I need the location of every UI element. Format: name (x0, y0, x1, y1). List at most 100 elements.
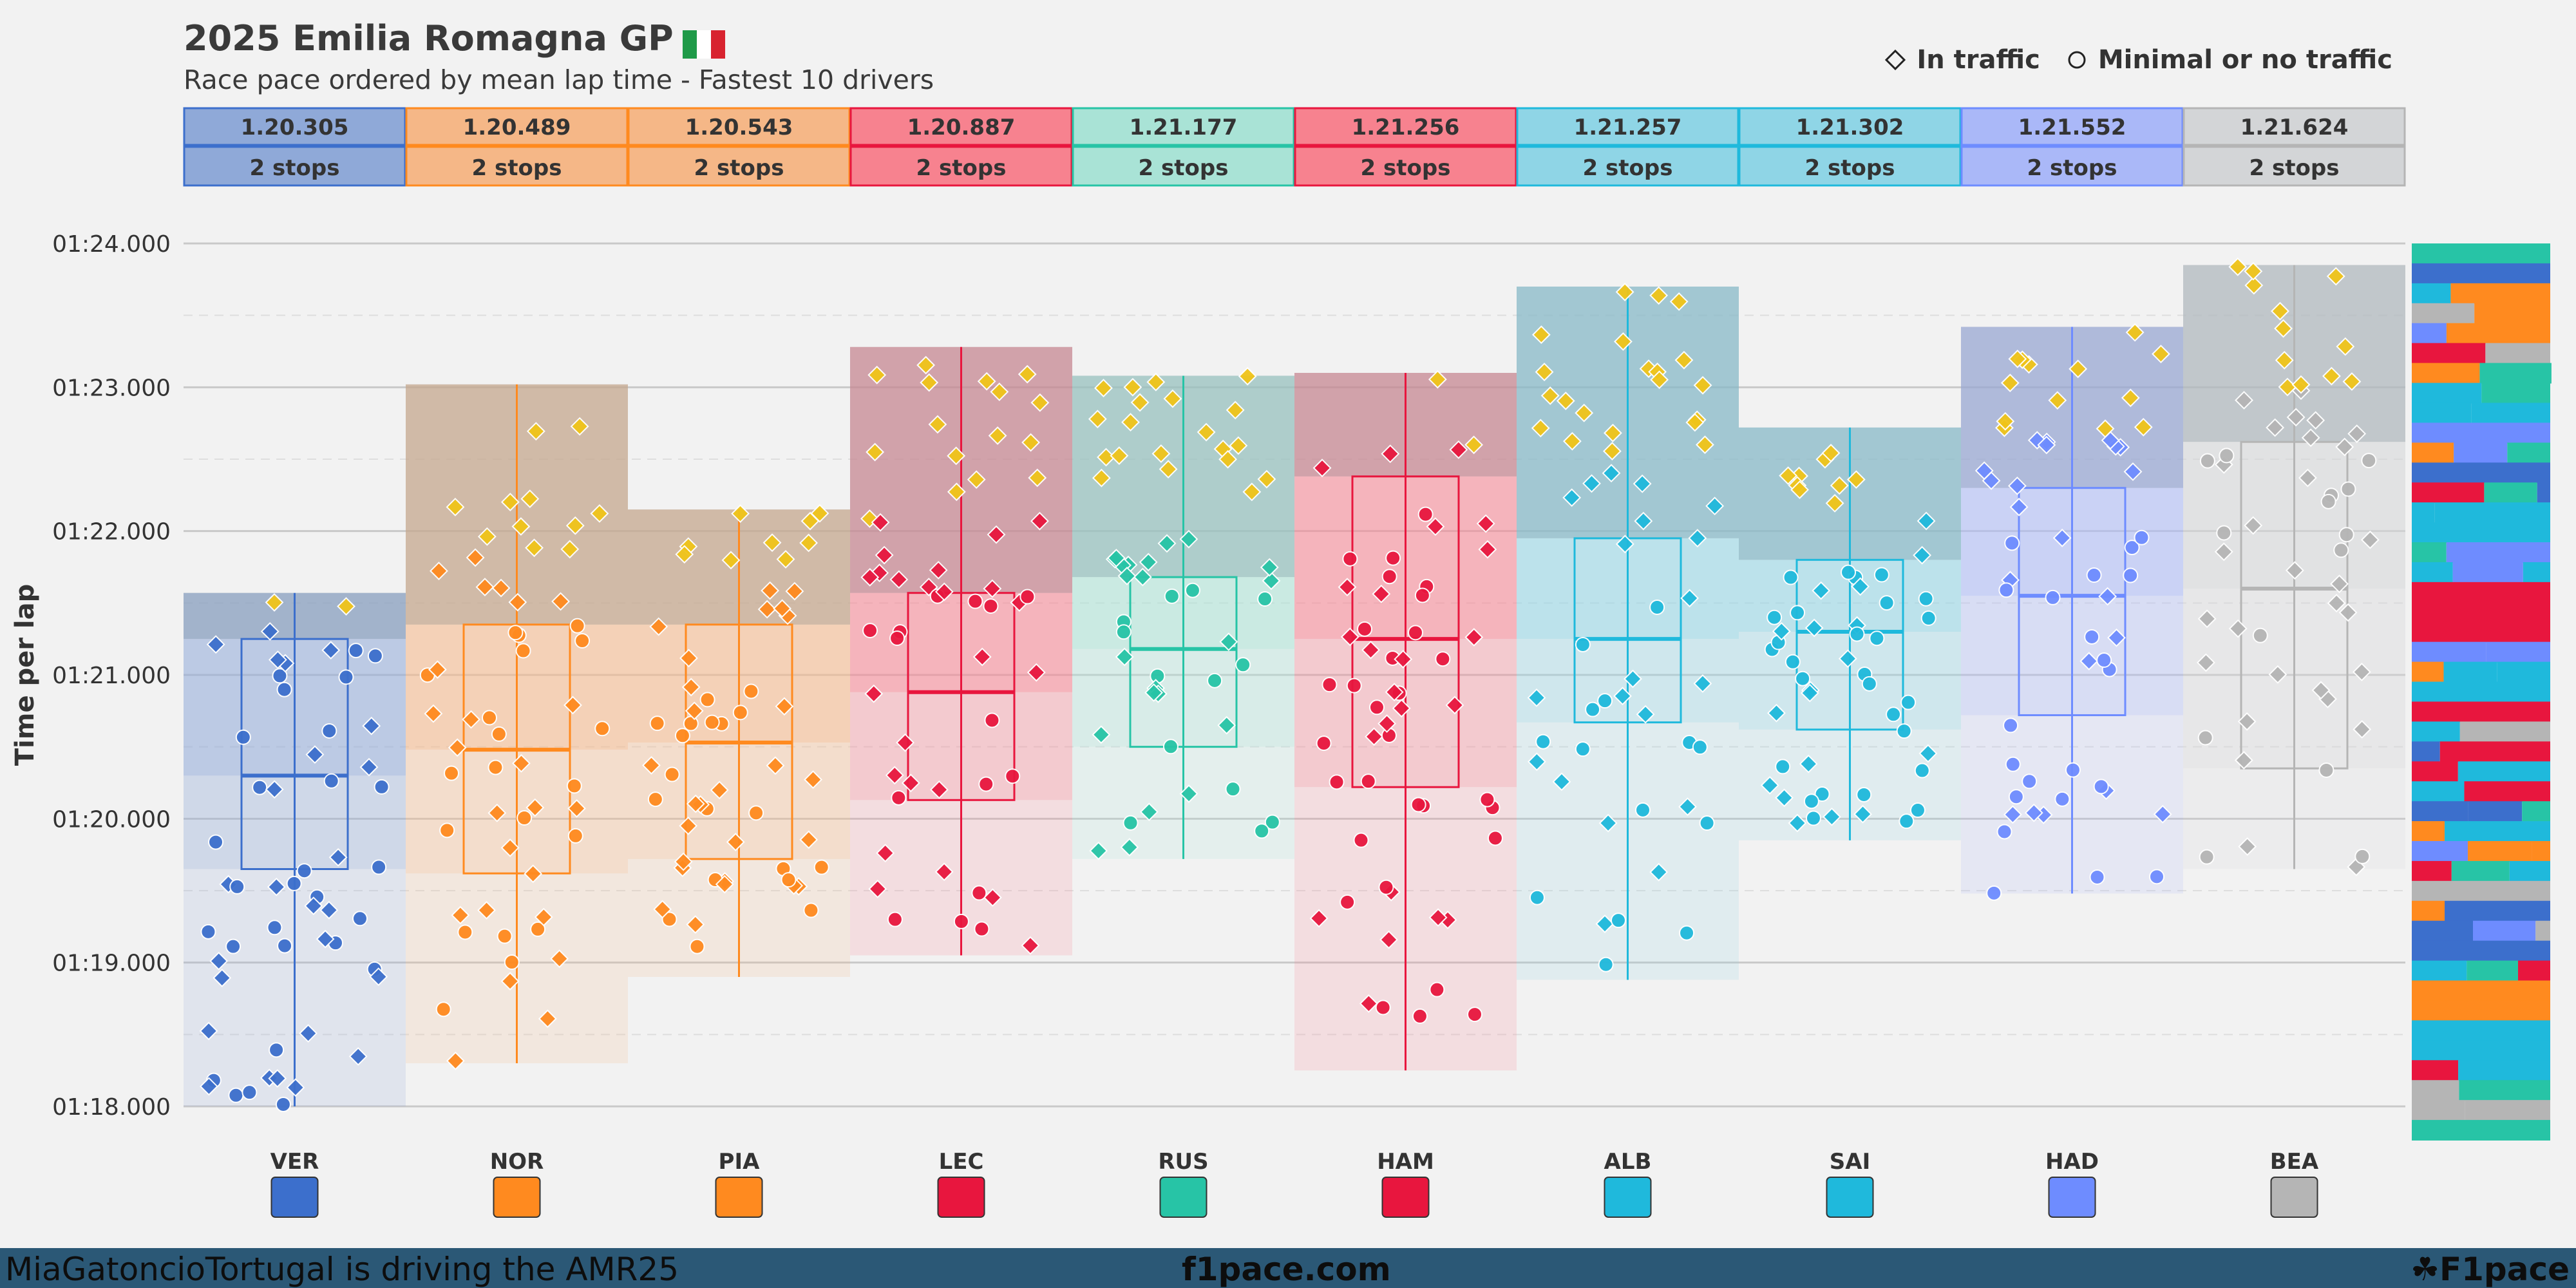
team-logo-icon (270, 1177, 319, 1218)
lap-point-clear (516, 810, 533, 826)
driver-column-rus: 1.21.177 2 stops RUS (1072, 107, 1295, 1218)
lap-point-clear (647, 791, 663, 808)
italy-flag-icon (682, 26, 725, 59)
lap-point-clear (1429, 981, 1445, 998)
y-axis-label: Time per lap (10, 584, 40, 766)
lap-point-clear (953, 913, 969, 929)
lap-point-traffic (2024, 803, 2043, 822)
lap-point-traffic (1381, 444, 1400, 464)
lap-point-clear (323, 773, 339, 789)
lap-point-clear (1410, 797, 1426, 813)
position-stripe-segment (2412, 681, 2550, 703)
lap-point-traffic (967, 470, 986, 489)
lap-point-clear (566, 778, 582, 794)
lap-point-clear (1535, 734, 1551, 750)
lap-point-clear (1803, 793, 1819, 810)
mean-laptime-label: 1.20.887 (907, 115, 1016, 140)
lap-point-traffic (265, 593, 284, 612)
lap-point-traffic (2152, 345, 2170, 364)
lap-point-traffic (2000, 374, 2020, 393)
position-stripe-segment (2479, 363, 2552, 384)
lap-point-clear (2089, 869, 2105, 885)
lap-point-traffic (775, 697, 794, 716)
lap-point-traffic (1562, 431, 1582, 451)
lap-point-traffic (2352, 663, 2371, 681)
lap-point-clear (1385, 550, 1401, 566)
position-stripe-segment (2518, 960, 2550, 981)
lap-point-traffic (1825, 493, 1844, 513)
position-stripe-segment (2412, 641, 2486, 663)
lap-point-traffic (1613, 687, 1632, 706)
lap-point-clear (781, 872, 797, 888)
team-logo-icon (2270, 1177, 2318, 1218)
lap-point-traffic (1340, 627, 1359, 647)
lap-point-traffic (2037, 435, 2056, 455)
lap-point-traffic (1693, 674, 1712, 693)
lap-point-traffic (451, 905, 470, 925)
lap-point-traffic (757, 600, 777, 619)
lap-point-traffic (428, 660, 447, 679)
lap-point-traffic (773, 599, 791, 618)
lap-point-clear (1790, 605, 1806, 621)
lap-point-traffic (1602, 442, 1622, 461)
lap-point-traffic (466, 548, 485, 567)
lap-point-clear (352, 911, 368, 927)
lap-point-traffic (1838, 649, 1857, 668)
lap-point-clear (574, 632, 591, 649)
lap-point-clear (1869, 630, 1885, 647)
mean-laptime-box (2183, 107, 2406, 146)
lap-point-traffic (2228, 619, 2248, 638)
position-stripe-segment (2522, 801, 2550, 822)
lap-point-traffic (337, 597, 355, 616)
lap-point-traffic (1262, 571, 1281, 591)
lap-point-traffic (1094, 379, 1113, 397)
driver-column-alb: 1.21.257 2 stops ALB (1516, 107, 1739, 1218)
position-stripe-segment (2467, 960, 2519, 981)
legend-no-traffic-label: Minimal or no traffic (2098, 45, 2392, 75)
lap-point-clear (2123, 567, 2139, 583)
lap-point-clear (2054, 791, 2070, 807)
driver-code-label: SAI (1830, 1149, 1870, 1175)
lap-point-traffic (1602, 464, 1621, 483)
stops-box (405, 146, 629, 187)
lap-point-clear (1353, 832, 1369, 848)
lap-point-traffic (348, 1047, 368, 1066)
lap-point-traffic (1106, 549, 1126, 567)
lap-point-clear (1316, 735, 1332, 752)
iqr-box (907, 592, 1016, 801)
lap-point-traffic (1696, 435, 1714, 455)
lap-point-clear (1879, 595, 1895, 611)
lap-point-traffic (1531, 419, 1550, 438)
position-stripe-segment (2471, 402, 2550, 424)
stops-box (849, 146, 1073, 187)
lap-point-clear (2065, 762, 2081, 778)
lap-point-traffic (1688, 529, 1707, 548)
stops-box (1294, 146, 1517, 187)
lap-point-traffic (675, 545, 694, 564)
position-stripe-segment (2458, 1060, 2550, 1081)
lap-point-traffic (2196, 653, 2215, 672)
lap-point-traffic (305, 745, 325, 764)
lap-point-traffic (653, 900, 672, 919)
lap-point-clear (1814, 786, 1830, 802)
lap-point-traffic (1151, 444, 1171, 463)
lap-point-traffic (1226, 401, 1245, 420)
lap-point-clear (1360, 773, 1376, 790)
lap-point-traffic (1092, 468, 1111, 488)
lap-point-clear (1466, 1007, 1482, 1023)
mean-laptime-label: 1.21.257 (1574, 115, 1682, 140)
position-stripe-segment (2523, 562, 2550, 583)
lap-point-clear (488, 759, 504, 775)
footer-center: f1pace.com (1182, 1251, 1391, 1288)
lap-point-clear (1861, 676, 1877, 692)
lap-point-traffic (2335, 437, 2354, 457)
lap-point-clear (277, 938, 293, 954)
driver-code-label: LEC (939, 1149, 984, 1175)
lap-point-clear (983, 598, 999, 614)
lap-point-traffic (2238, 837, 2257, 856)
mean-laptime-box (183, 107, 406, 146)
lap-point-clear (967, 593, 983, 609)
lap-point-clear (748, 805, 764, 821)
lap-point-clear (2340, 481, 2356, 497)
lap-point-traffic (560, 540, 580, 559)
